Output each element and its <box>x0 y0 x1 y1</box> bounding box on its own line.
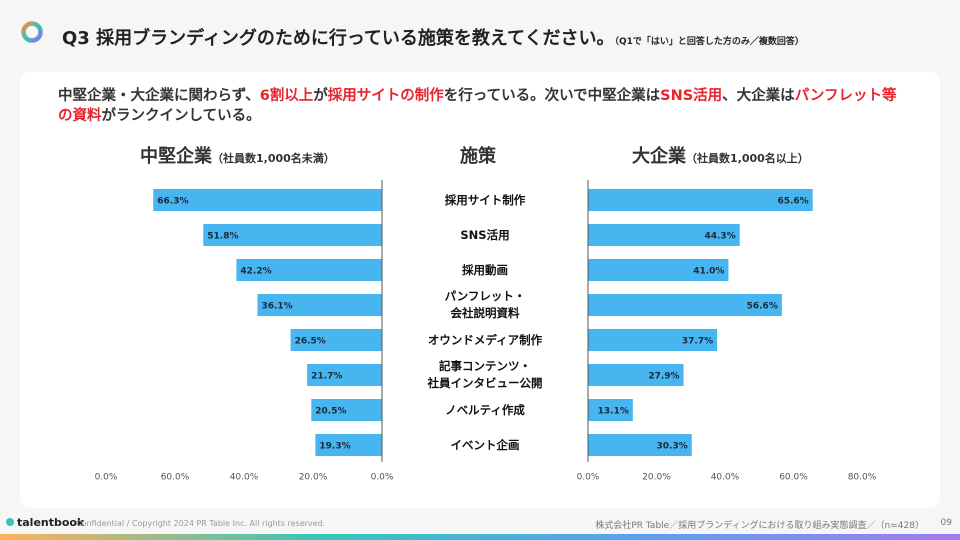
value-label: 21.7% <box>311 372 342 382</box>
value-label: 41.0% <box>693 267 724 277</box>
value-label: 42.2% <box>240 267 271 277</box>
bar <box>588 294 782 316</box>
page-number: 09 <box>940 518 952 528</box>
source: 株式会社PR Table／採用ブランディングにおける取り組み実態調査／（n=42… <box>595 521 924 531</box>
x-tick-label: 20.0% <box>299 473 328 483</box>
bar <box>588 329 718 351</box>
title-note: （Q1で「はい」と回答した方のみ／複数回答） <box>614 37 804 47</box>
measure-label: 採用サイト制作 <box>444 192 526 207</box>
measure-label: SNS活用 <box>460 227 510 242</box>
brand: talentbook <box>6 516 84 529</box>
bar <box>153 189 382 211</box>
title: Q3 採用ブランディングのために行っている施策を教えてください。 <box>62 28 615 49</box>
copyright: Confidential / Copyright 2024 PR Table I… <box>76 519 326 528</box>
bar <box>315 434 382 456</box>
brand-text: talentbook <box>17 516 85 529</box>
x-tick-label: 40.0% <box>230 473 259 483</box>
x-tick-label: 0.0% <box>371 473 394 483</box>
x-tick-label: 60.0% <box>161 473 190 483</box>
summary-text: 、大企業は <box>722 88 795 104</box>
summary-text: 中堅企業・大企業に関わらず、 <box>58 88 260 104</box>
value-label: 65.6% <box>777 197 808 207</box>
x-tick-label: 40.0% <box>711 473 740 483</box>
bar <box>588 399 633 421</box>
highlight-text: SNS活用 <box>660 88 723 104</box>
bar <box>588 434 692 456</box>
measure-label: パンフレット・ 会社説明資料 <box>444 289 526 320</box>
value-label: 56.6% <box>747 302 778 312</box>
x-tick-label: 0.0% <box>577 473 600 483</box>
measure-label: オウンドメディア制作 <box>427 332 543 347</box>
bar <box>203 224 382 246</box>
bar <box>290 329 382 351</box>
card <box>20 72 940 508</box>
bar <box>588 259 729 281</box>
bar <box>307 364 382 386</box>
bar <box>588 189 813 211</box>
measures-heading: 施策 <box>460 146 496 167</box>
value-label: 30.3% <box>657 442 688 452</box>
bar <box>257 294 382 316</box>
value-label: 36.1% <box>261 302 292 312</box>
chart-title-right: 大企業（社員数1,000名以上） <box>632 142 809 168</box>
summary-text: が <box>313 88 328 104</box>
value-label: 44.3% <box>704 232 735 242</box>
x-tick-label: 20.0% <box>642 473 671 483</box>
value-label: 19.3% <box>319 442 350 452</box>
value-label: 51.8% <box>207 232 238 242</box>
bar <box>311 399 382 421</box>
chart-subtitle: （社員数1,000名以上） <box>686 152 809 165</box>
measure-label: ノベルティ作成 <box>445 402 525 417</box>
measure-label: 記事コンテンツ・ 社員インタビュー公開 <box>427 359 543 390</box>
measure-label: イベント企画 <box>450 437 520 452</box>
value-label: 27.9% <box>648 372 679 382</box>
bar <box>236 259 382 281</box>
measure-label: 採用動画 <box>462 262 508 277</box>
bar <box>588 364 684 386</box>
summary-text: がランクインしている。 <box>101 108 261 124</box>
logo-ring <box>21 21 43 43</box>
highlight-text: 採用サイトの制作 <box>327 88 444 104</box>
x-tick-label: 80.0% <box>848 473 877 483</box>
x-tick-label: 0.0% <box>95 473 118 483</box>
highlight-text: パンフレット等の資料 <box>58 88 897 124</box>
value-label: 37.7% <box>682 337 713 347</box>
value-label: 66.3% <box>157 197 188 207</box>
x-tick-label: 60.0% <box>779 473 808 483</box>
bar <box>588 224 740 246</box>
highlight-text: 6割以上 <box>259 88 314 104</box>
chart-title-left: 中堅企業（社員数1,000名未満） <box>140 142 335 168</box>
bottom-strip <box>0 534 960 540</box>
value-label: 13.1% <box>598 407 629 417</box>
value-label: 20.5% <box>315 407 346 417</box>
title-block: Q3 採用ブランディングのために行っている施策を教えてください。（Q1で「はい」… <box>62 24 804 50</box>
chart-title: 大企業 <box>632 146 686 167</box>
value-label: 26.5% <box>295 337 326 347</box>
summary: 中堅企業・大企業に関わらず、6割以上が採用サイトの制作を行っている。次いで中堅企… <box>58 86 908 126</box>
chart-subtitle: （社員数1,000名未満） <box>212 152 335 165</box>
summary-text: を行っている。次いで中堅企業は <box>443 88 661 104</box>
chart-title: 中堅企業 <box>140 146 212 167</box>
